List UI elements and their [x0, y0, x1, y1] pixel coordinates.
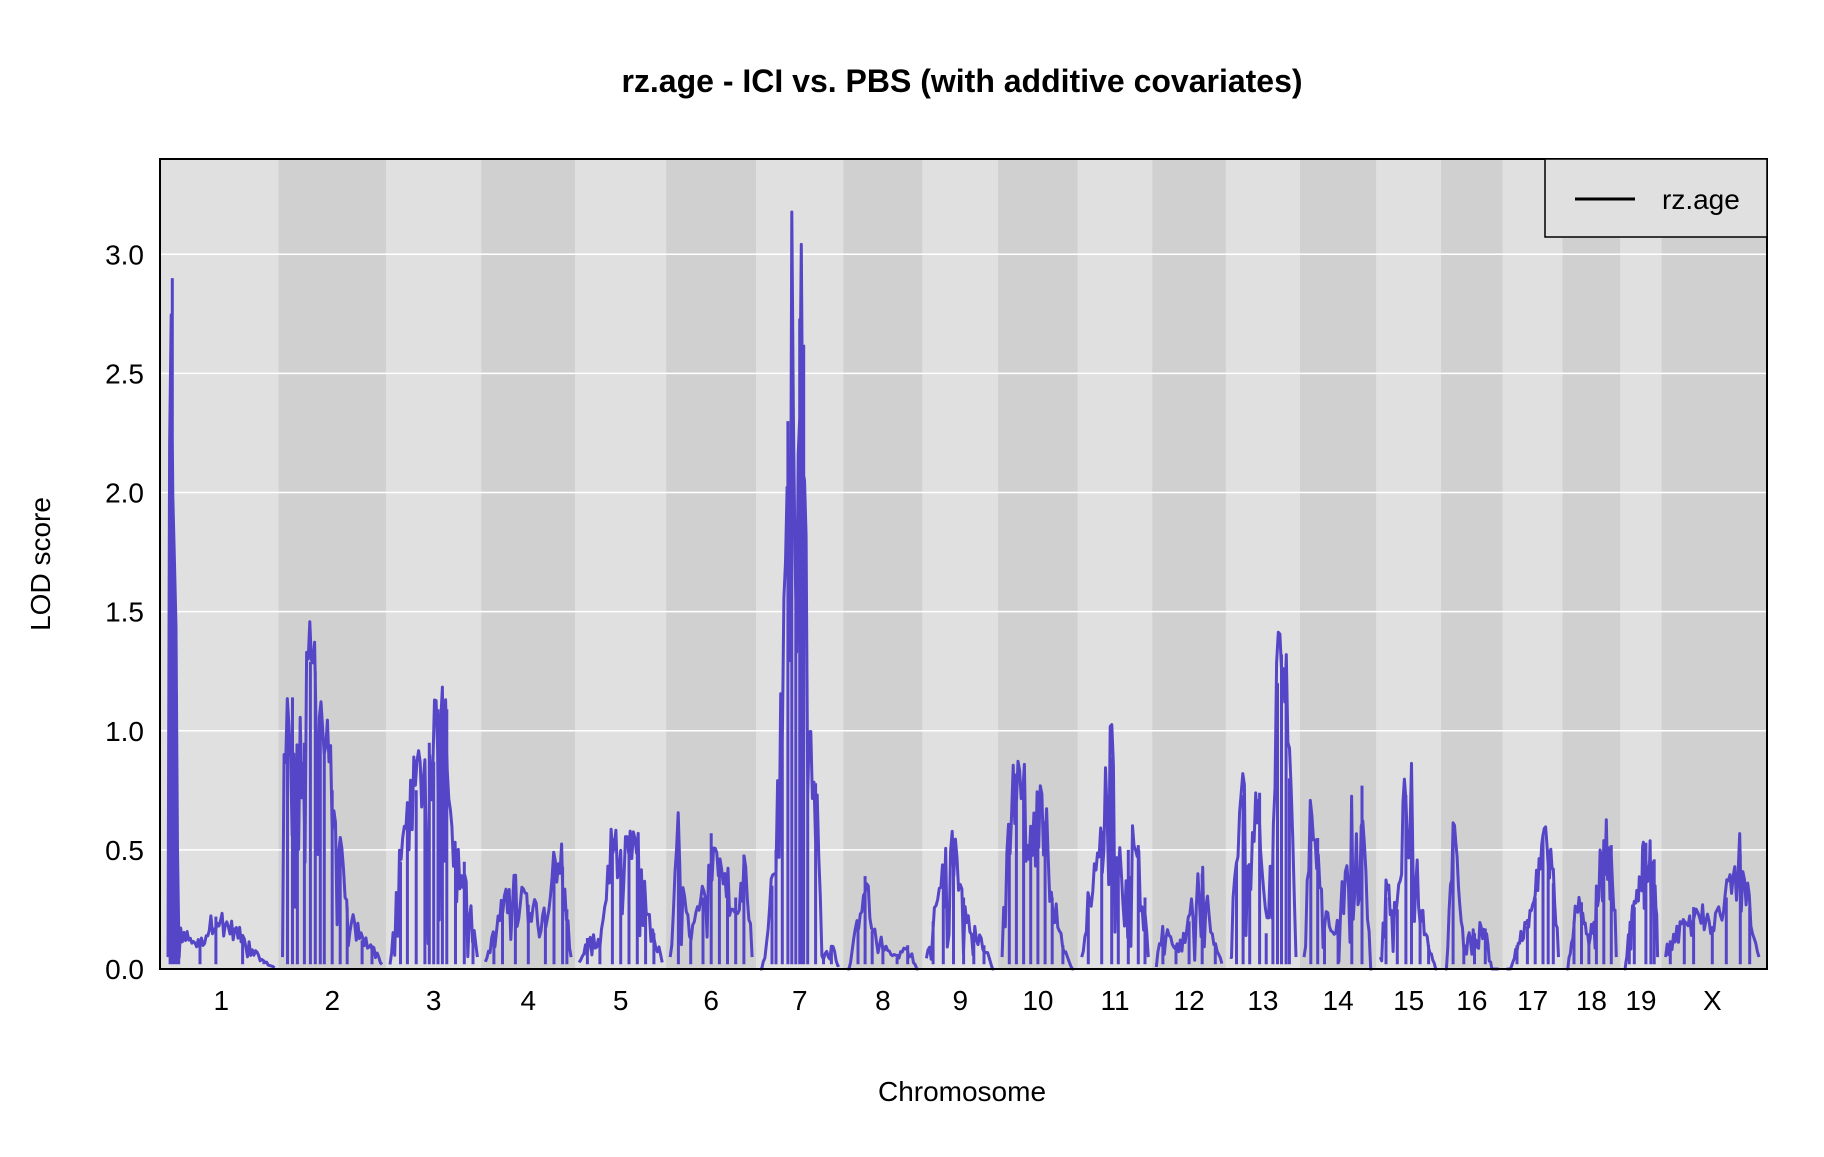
y-tick-label: 0.5: [105, 835, 144, 866]
series-layer: [166, 210, 1761, 971]
x-tick-label-8: 8: [875, 985, 891, 1016]
x-tick-label-X: X: [1703, 985, 1722, 1016]
y-tick-label: 3.0: [105, 239, 144, 270]
x-tick-label-17: 17: [1517, 985, 1548, 1016]
x-tick-label-16: 16: [1456, 985, 1487, 1016]
series-line-chr-4: [484, 842, 573, 965]
y-tick-label: 1.0: [105, 716, 144, 747]
y-tick-label: 1.5: [105, 597, 144, 628]
legend: rz.age: [1544, 158, 1768, 238]
chromosome-band-19: [1620, 159, 1662, 969]
series-line-chr-17: [1506, 825, 1560, 971]
x-axis-title: Chromosome: [878, 1076, 1046, 1107]
chromosome-band-X: [1661, 159, 1767, 969]
x-tick-label-11: 11: [1100, 985, 1129, 1016]
chromosome-band-8: [843, 159, 923, 969]
x-tick-label-1: 1: [213, 985, 229, 1016]
x-tick-label-2: 2: [324, 985, 340, 1016]
chromosome-band-16: [1441, 159, 1503, 969]
y-tick-label: 2.5: [105, 358, 144, 389]
series-line-chr-14: [1302, 785, 1373, 971]
x-tick-label-3: 3: [426, 985, 442, 1016]
series-line-chr-8: [847, 876, 919, 971]
series-line-chr-19: [1623, 839, 1660, 971]
x-ticks: 1 2 3 4 5 6 7 8 9 10 11 12 13 14 15 16 17 18 19 X: [213, 985, 1721, 1016]
x-tick-label-7: 7: [792, 985, 808, 1016]
x-tick-label-13: 13: [1247, 985, 1278, 1016]
x-tick-label-9: 9: [952, 985, 968, 1016]
y-ticks: 0.0 0.5 1.0 1.5 2.0 2.5 3.0: [105, 239, 144, 985]
chromosome-band-18: [1562, 159, 1621, 969]
series-line-chr-6: [668, 811, 754, 965]
chart-title: rz.age - ICI vs. PBS (with additive cova…: [621, 63, 1302, 99]
series-line-chr-16: [1444, 821, 1499, 971]
x-tick-label-4: 4: [520, 985, 536, 1016]
series-line-chr-13: [1229, 630, 1298, 965]
series-line-chr-18: [1566, 818, 1618, 971]
x-tick-label-5: 5: [613, 985, 629, 1016]
x-tick-label-10: 10: [1022, 985, 1053, 1016]
chromosome-band-1: [160, 159, 279, 969]
y-tick-label: 2.0: [105, 478, 144, 509]
chromosome-band-4: [481, 159, 576, 969]
chromosome-band-5: [575, 159, 667, 969]
series-line-chr-2: [281, 620, 384, 966]
x-tick-label-18: 18: [1576, 985, 1607, 1016]
series-line-chr-X: [1664, 832, 1761, 965]
series-line-chr-5: [577, 827, 664, 965]
series-line-chr-11: [1080, 723, 1150, 965]
x-tick-label-6: 6: [703, 985, 719, 1016]
x-tick-label-14: 14: [1323, 985, 1354, 1016]
series-line-chr-12: [1154, 865, 1224, 968]
series-line-chr-1: [166, 278, 276, 970]
series-line-chr-9: [924, 829, 995, 971]
chromosome-band-12: [1152, 159, 1226, 969]
series-line-chr-3: [388, 685, 479, 965]
series-line-chr-15: [1378, 761, 1438, 971]
chromosome-band-9: [922, 159, 999, 969]
x-tick-label-15: 15: [1393, 985, 1424, 1016]
chromosome-band-17: [1502, 159, 1563, 969]
series-line-chr-7: [760, 210, 841, 971]
x-tick-label-12: 12: [1174, 985, 1205, 1016]
x-tick-label-19: 19: [1625, 985, 1656, 1016]
series-line-chr-10: [1000, 759, 1074, 971]
plot-frame: [159, 158, 1768, 970]
y-tick-label: 0.0: [105, 954, 144, 985]
y-axis-title: LOD score: [25, 497, 56, 631]
legend-entry-label: rz.age: [1662, 184, 1740, 215]
